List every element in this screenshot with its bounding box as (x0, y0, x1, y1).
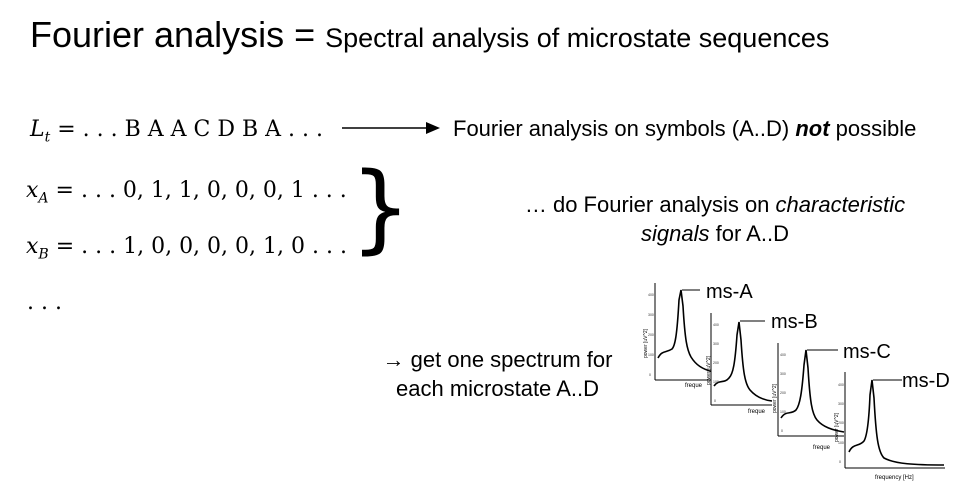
ms-d-tick: 0 (839, 460, 841, 464)
spectrum-panel-ms-c: ms-C power [uV^2] freque 400 300 200 100… (772, 341, 891, 451)
symbols-not-emphasis: not (795, 116, 830, 141)
ms-c-xlabel: freque (813, 445, 831, 451)
ms-a-tick: 100 (648, 353, 654, 357)
ms-c-tick: 0 (781, 429, 783, 433)
characteristic-text-pre: … do Fourier analysis on (524, 192, 776, 217)
ms-c-tick: 400 (780, 353, 786, 357)
characteristic-statement: … do Fourier analysis on characteristic … (490, 190, 940, 248)
ms-b-tick: 200 (713, 361, 719, 365)
slide-title: Fourier analysis = Spectral analysis of … (30, 14, 829, 56)
ms-c-tick: 100 (780, 410, 786, 414)
ms-d-tick: 200 (838, 421, 844, 425)
ms-d-tick: 300 (838, 402, 844, 406)
ms-a-xlabel: freque (685, 383, 703, 389)
spectrum-panel-ms-d: ms-D power [uV^2] frequency [Hz] 400 300… (834, 370, 950, 481)
spectrum-panel-ms-a: ms-A power [uV^2] freque 400 300 200 100… (643, 281, 753, 389)
equation-lt: Lt = . . . B A A C D B A . . . (30, 117, 323, 145)
spectrum-line-1: → get one spectrum for (382, 347, 613, 372)
ms-d-xlabel: frequency [Hz] (875, 475, 914, 481)
ms-c-ylabel: power [uV^2] (772, 383, 778, 413)
equation-xb: xB = . . . 1, 0, 0, 0, 0, 1, 0 . . . (26, 234, 347, 262)
ms-b-tick: 0 (714, 399, 716, 403)
ms-b-label: ms-B (771, 311, 818, 333)
title-main: Fourier analysis = (30, 14, 326, 55)
ms-a-ylabel: power [uV^2] (643, 328, 649, 358)
spectrum-statement: → get one spectrum for each microstate A… (360, 345, 635, 403)
right-arrow-icon (342, 122, 440, 134)
ms-c-label: ms-C (843, 341, 891, 363)
symbols-statement: Fourier analysis on symbols (A..D) not p… (453, 116, 916, 142)
lt-sequence: = . . . B A A C D B A . . . (50, 117, 324, 142)
ms-a-tick: 400 (648, 293, 654, 297)
characteristic-text-post: for A..D (709, 221, 789, 246)
ms-d-label: ms-D (902, 370, 950, 392)
ms-a-tick: 200 (648, 333, 654, 337)
ms-b-tick: 300 (713, 342, 719, 346)
characteristic-emphasis: characteristic (775, 192, 906, 217)
ms-b-tick: 400 (713, 323, 719, 327)
ms-c-tick: 300 (780, 372, 786, 376)
ms-d-ylabel: power [uV^2] (834, 412, 840, 442)
xa-sequence: = . . . 0, 1, 1, 0, 0, 0, 1 . . . (48, 178, 347, 203)
ms-c-tick: 200 (780, 391, 786, 395)
spectrum-line-2: each microstate A..D (396, 376, 599, 401)
title-subtitle: Spectral analysis of microstate sequence… (325, 23, 830, 53)
ms-a-label: ms-A (706, 281, 753, 303)
curly-brace-icon: } (350, 152, 412, 264)
ms-b-ylabel: power [uV^2] (706, 355, 712, 385)
ms-d-tick: 100 (838, 441, 844, 445)
symbols-text-pre: Fourier analysis on symbols (A..D) (453, 116, 796, 141)
ms-a-tick: 300 (648, 313, 654, 317)
signals-emphasis: signals (641, 221, 710, 246)
ms-b-tick: 100 (713, 380, 719, 384)
lt-subscript: t (44, 129, 51, 146)
ms-a-tick: 0 (649, 373, 651, 377)
equation-ellipsis: . . . (27, 290, 62, 315)
xb-subscript: B (38, 246, 49, 263)
ms-d-tick: 400 (838, 383, 844, 387)
xa-variable: x (26, 178, 39, 203)
xa-subscript: A (38, 190, 49, 207)
ms-b-xlabel: freque (748, 409, 766, 415)
symbols-text-post: possible (829, 116, 917, 141)
xb-sequence: = . . . 1, 0, 0, 0, 0, 1, 0 . . . (48, 234, 347, 259)
lt-variable: L (30, 117, 45, 142)
equation-xa: xA = . . . 0, 1, 1, 0, 0, 0, 1 . . . (26, 178, 347, 206)
xb-variable: x (26, 234, 39, 259)
spectrum-panel-ms-b: ms-B power [uV^2] freque 400 300 200 100… (706, 311, 818, 415)
